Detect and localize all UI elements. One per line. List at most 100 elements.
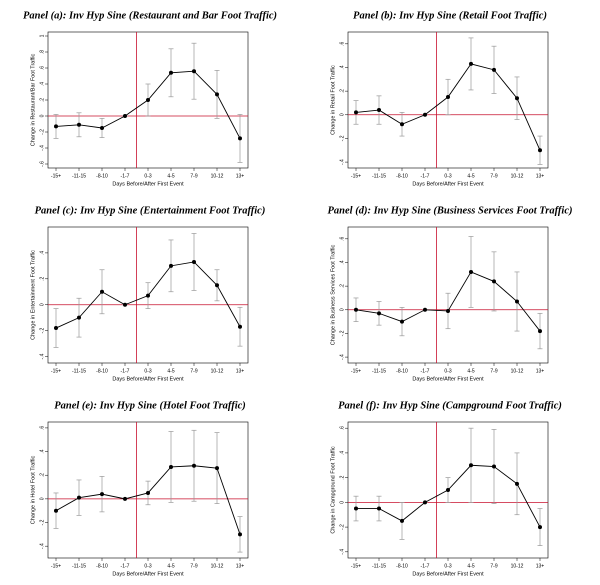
x-tick-label: -11-15: [72, 173, 86, 179]
point: [123, 496, 127, 501]
point: [238, 324, 242, 329]
point: [215, 92, 219, 97]
x-tick-label: 4-5: [467, 563, 474, 569]
x-tick-label: 13+: [236, 173, 245, 179]
x-tick-label: 13+: [236, 563, 245, 569]
x-axis-label: Days Before/After First Event: [412, 376, 484, 382]
panel-title: Panel (e): Inv Hyp Sine (Hotel Foot Traf…: [54, 400, 246, 411]
x-tick-label: 13+: [536, 563, 545, 569]
x-tick-label: 7-9: [190, 563, 197, 569]
x-axis-label: Days Before/After First Event: [112, 571, 184, 577]
point: [100, 126, 104, 130]
point: [238, 136, 242, 141]
y-tick-label: 0: [339, 113, 345, 116]
y-tick-label: -.2: [39, 519, 45, 525]
x-tick-label: -15+: [51, 173, 61, 179]
point: [354, 110, 358, 115]
x-tick-label: -1-7: [421, 368, 430, 374]
x-tick-label: -11-15: [72, 563, 86, 569]
x-tick-label: 0-3: [444, 368, 451, 374]
point: [77, 122, 81, 127]
y-tick-label: .4: [339, 65, 345, 69]
y-axis-label: Change in Restaurant/Bar Foot Traffic: [30, 53, 36, 146]
y-tick-label: .6: [339, 426, 345, 430]
x-tick-label: -1-7: [121, 563, 130, 569]
y-tick-label: .4: [39, 251, 45, 255]
x-tick-label: -8-10: [396, 173, 408, 179]
panel-title: Panel (d): Inv Hyp Sine (Business Servic…: [328, 205, 573, 216]
y-tick-label: .2: [39, 277, 45, 281]
point: [146, 490, 150, 495]
y-axis-label: Change in Campground Foot Traffic: [330, 446, 336, 534]
point: [169, 464, 173, 469]
point: [446, 488, 450, 492]
y-tick-label: .4: [39, 449, 45, 453]
x-tick-label: 4-5: [467, 173, 474, 179]
y-tick-label: .4: [39, 82, 45, 86]
x-tick-label: 0-3: [144, 368, 151, 374]
y-tick-label: .6: [39, 426, 45, 430]
x-tick-label: 10-12: [211, 173, 224, 179]
point: [54, 124, 58, 129]
y-tick-label: 0: [39, 114, 45, 117]
x-tick-label: -15+: [351, 563, 361, 569]
x-tick-label: 4-5: [167, 368, 174, 374]
point: [492, 279, 496, 284]
point: [192, 259, 196, 264]
x-tick-label: 0-3: [144, 563, 151, 569]
y-axis-label: Change in Hotel Foot Traffic: [30, 456, 36, 525]
y-tick-label: .6: [39, 66, 45, 70]
y-tick-label: -.4: [339, 549, 345, 555]
point: [515, 96, 519, 101]
y-tick-label: .2: [339, 284, 345, 288]
point: [423, 112, 427, 117]
y-axis-label: Change in Business Services Foot Traffic: [330, 245, 336, 346]
y-tick-label: 0: [39, 303, 45, 306]
y-tick-label: -.2: [39, 327, 45, 333]
panel-title: Panel (a): Inv Hyp Sine (Restaurant and …: [23, 10, 277, 21]
x-tick-label: -1-7: [121, 368, 130, 374]
y-tick-label: .2: [339, 89, 345, 93]
point: [423, 307, 427, 312]
point: [538, 525, 542, 530]
x-tick-label: -1-7: [421, 173, 430, 179]
x-tick-label: -15+: [51, 368, 61, 374]
point: [215, 466, 219, 471]
y-axis-label: Change in Entertainment Foot Traffic: [30, 250, 36, 340]
x-tick-label: 7-9: [490, 173, 497, 179]
x-tick-label: -11-15: [72, 368, 86, 374]
x-axis-label: Days Before/After First Event: [412, 571, 484, 577]
point: [146, 293, 150, 298]
y-tick-label: .2: [39, 473, 45, 477]
x-tick-label: 0-3: [444, 173, 451, 179]
y-tick-label: -.4: [339, 159, 345, 165]
x-tick-label: 13+: [236, 368, 245, 374]
point: [123, 114, 127, 118]
point: [77, 315, 81, 320]
y-tick-label: 1: [39, 34, 45, 37]
point: [354, 307, 358, 312]
panel-title: Panel (f): Inv Hyp Sine (Campground Foot…: [338, 400, 562, 411]
y-tick-label: -.4: [39, 543, 45, 549]
point: [215, 283, 219, 288]
x-axis-label: Days Before/After First Event: [112, 376, 184, 382]
y-tick-label: -.4: [39, 145, 45, 151]
x-tick-label: 10-12: [511, 368, 524, 374]
point: [354, 506, 358, 511]
x-tick-label: 4-5: [467, 368, 474, 374]
x-tick-label: 13+: [536, 173, 545, 179]
y-tick-label: -.2: [39, 129, 45, 135]
x-tick-label: 0-3: [144, 173, 151, 179]
x-tick-label: -1-7: [121, 173, 130, 179]
y-tick-label: .2: [339, 475, 345, 479]
x-tick-label: 7-9: [490, 368, 497, 374]
x-tick-label: 10-12: [211, 368, 224, 374]
panel-title: Panel (b): Inv Hyp Sine (Retail Foot Tra…: [353, 10, 547, 21]
x-axis-label: Days Before/After First Event: [112, 181, 184, 187]
point: [100, 492, 104, 497]
point: [123, 302, 127, 307]
y-tick-label: -.2: [339, 524, 345, 530]
point: [400, 518, 404, 523]
x-tick-label: -1-7: [421, 563, 430, 569]
